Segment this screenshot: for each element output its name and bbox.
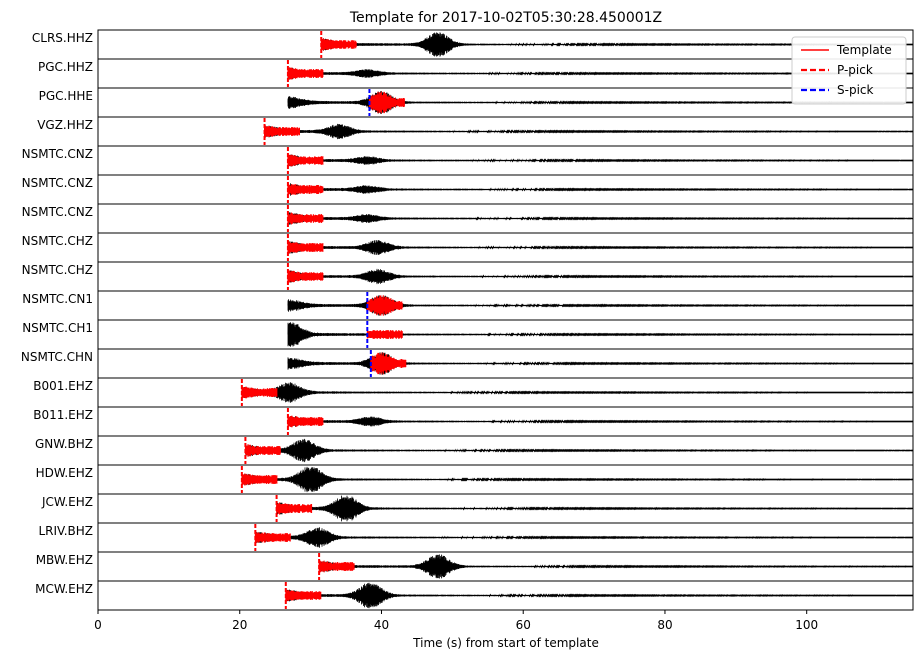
trace-label: PGC.HHE	[39, 89, 93, 103]
legend-entry: Template	[836, 43, 892, 57]
trace-row: B001.EHZ	[33, 377, 914, 408]
waveform	[318, 554, 914, 579]
template-segment	[276, 502, 313, 515]
waveform	[241, 382, 914, 403]
template-segment	[366, 329, 403, 340]
trace-label: HDW.EHZ	[36, 466, 93, 480]
template-segment	[287, 183, 324, 196]
trace-label: NSMTC.CNZ	[22, 176, 93, 190]
template-segment	[264, 125, 300, 138]
template-segment	[287, 415, 324, 428]
legend-entry: S-pick	[837, 83, 873, 97]
trace-label: NSMTC.CNZ	[22, 147, 93, 161]
waveform	[264, 123, 914, 140]
template-segment	[244, 444, 281, 457]
trace-label: NSMTC.CHZ	[22, 263, 93, 277]
waveform	[287, 294, 914, 317]
trace-row: HDW.EHZ	[36, 464, 914, 495]
trace-label: NSMTC.CH1	[22, 321, 93, 335]
trace-row: NSMTC.CN1	[22, 290, 914, 321]
trace-row: NSMTC.CNZ	[22, 203, 914, 234]
waveform	[285, 582, 914, 609]
trace-row: CLRS.HHZ	[32, 29, 914, 60]
template-segment	[285, 589, 322, 602]
waveform	[287, 183, 914, 196]
trace-label: NSMTC.CHN	[21, 350, 93, 364]
trace-row: NSMTC.CHZ	[22, 261, 914, 292]
trace-label: NSMTC.CN1	[22, 292, 93, 306]
x-tick-label: 60	[516, 618, 531, 632]
trace-row: NSMTC.CH1	[22, 319, 914, 350]
template-segment	[370, 352, 407, 375]
template-segment	[254, 531, 291, 544]
legend-entry: P-pick	[837, 63, 873, 77]
trace-row: MBW.EHZ	[36, 551, 914, 582]
trace-label: NSMTC.CNZ	[22, 205, 93, 219]
chart-title: Template for 2017-10-02T05:30:28.450001Z	[349, 10, 662, 26]
template-segment	[320, 38, 357, 51]
template-segment	[241, 386, 278, 399]
template-segment	[241, 473, 278, 486]
x-tick-label: 0	[94, 618, 102, 632]
trace-row: B011.EHZ	[33, 406, 914, 437]
template-segment	[287, 270, 324, 283]
template-segment	[368, 91, 405, 114]
trace-row: LRIV.BHZ	[38, 522, 914, 553]
trace-label: B011.EHZ	[33, 408, 93, 422]
trace-row: NSMTC.CNZ	[22, 145, 914, 176]
trace-row: MCW.EHZ	[35, 580, 914, 611]
trace-label: NSMTC.CHZ	[22, 234, 93, 248]
trace-label: LRIV.BHZ	[38, 524, 93, 538]
waveform	[287, 212, 914, 225]
trace-label: CLRS.HHZ	[32, 31, 93, 45]
traces-layer: CLRS.HHZ PGC.HHZ PGC.HHE VGZ.HHZ NSMTC.CNZ NS…	[21, 29, 914, 611]
trace-label: MCW.EHZ	[35, 582, 93, 596]
waveform	[254, 527, 914, 548]
x-axis-label: Time (s) from start of template	[412, 636, 599, 650]
trace-label: GNW.BHZ	[35, 437, 93, 451]
waveform	[287, 268, 914, 285]
trace-row: GNW.BHZ	[35, 435, 914, 466]
trace-row: VGZ.HHZ	[37, 116, 914, 147]
trace-row: NSMTC.CHZ	[22, 232, 914, 263]
trace-label: MBW.EHZ	[36, 553, 93, 567]
waveform	[276, 495, 914, 522]
template-segment	[318, 560, 355, 573]
waveform	[245, 438, 914, 463]
template-segment	[287, 154, 324, 167]
trace-row: JCW.EHZ	[41, 493, 914, 524]
waveform	[287, 154, 914, 167]
trace-label: JCW.EHZ	[41, 495, 93, 509]
trace-row: PGC.HHE	[39, 87, 914, 118]
x-tick-label: 20	[232, 618, 247, 632]
template-segment	[287, 67, 324, 80]
trace-label: VGZ.HHZ	[37, 118, 93, 132]
waveform	[241, 466, 914, 493]
x-tick-label: 80	[657, 618, 672, 632]
waveform	[287, 416, 914, 427]
x-tick-label: 100	[795, 618, 818, 632]
x-tick-label: 40	[374, 618, 389, 632]
legend-box	[791, 36, 907, 105]
trace-row: PGC.HHZ	[38, 58, 914, 89]
template-segment	[287, 241, 324, 254]
x-axis: 0 20 40 60 80 100	[94, 609, 913, 632]
trace-row: NSMTC.CNZ	[22, 174, 914, 205]
trace-row: NSMTC.CHN	[21, 348, 914, 379]
waveform	[287, 240, 914, 255]
trace-label: B001.EHZ	[33, 379, 93, 393]
template-segment	[287, 212, 324, 225]
legend: Template P-pick S-pick	[791, 36, 907, 105]
trace-label: PGC.HHZ	[38, 60, 93, 74]
template-segment	[366, 295, 403, 316]
